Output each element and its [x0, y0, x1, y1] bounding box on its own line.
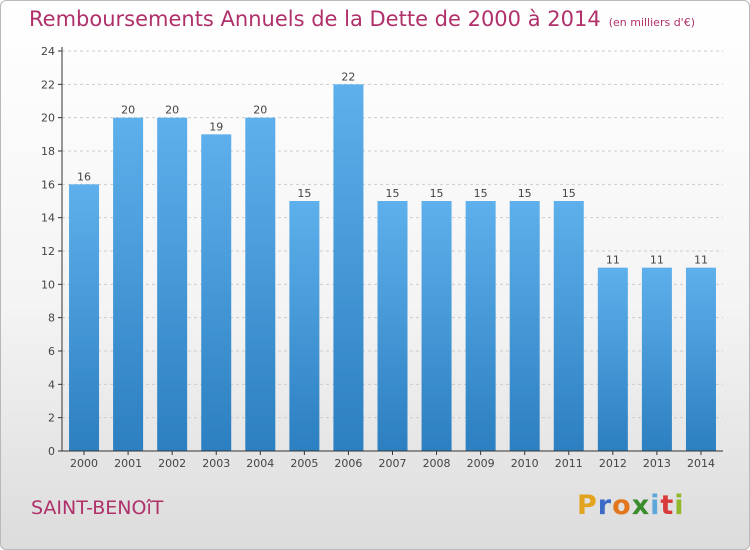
bar-2000 [69, 184, 100, 452]
logo-letter: P [577, 490, 598, 521]
x-tick-label: 2002 [158, 457, 186, 470]
y-tick-label: 2 [48, 412, 55, 425]
y-tick-label: 14 [41, 212, 55, 225]
data-label: 11 [606, 254, 620, 267]
bar-2007 [377, 201, 408, 451]
logo-letter: t [660, 490, 675, 521]
x-tick-label: 2000 [70, 457, 98, 470]
data-label: 15 [562, 187, 576, 200]
x-tick-label: 2012 [599, 457, 627, 470]
bar-2014 [685, 267, 716, 451]
logo-letter: r [597, 490, 613, 521]
y-tick-label: 18 [41, 145, 55, 158]
data-label: 11 [650, 254, 664, 267]
x-tick-label: 2003 [202, 457, 230, 470]
x-tick-label: 2006 [334, 457, 362, 470]
x-tick-label: 2001 [114, 457, 142, 470]
bar-2010 [509, 201, 540, 451]
data-label: 15 [474, 187, 488, 200]
y-tick-label: 6 [48, 345, 55, 358]
data-label: 15 [297, 187, 311, 200]
x-tick-label: 2007 [379, 457, 407, 470]
data-label: 15 [430, 187, 444, 200]
bar-2001 [113, 117, 144, 452]
data-label: 15 [386, 187, 400, 200]
bar-2002 [157, 117, 188, 452]
bar-2013 [641, 267, 672, 451]
y-tick-label: 0 [48, 445, 55, 458]
x-tick-label: 2013 [643, 457, 671, 470]
x-tick-label: 2005 [290, 457, 318, 470]
bar-2011 [553, 201, 584, 451]
data-label: 20 [121, 104, 135, 117]
x-tick-label: 2009 [467, 457, 495, 470]
bar-2006 [333, 84, 364, 451]
x-tick-label: 2014 [687, 457, 715, 470]
bar-2005 [289, 201, 320, 451]
x-tick-label: 2010 [511, 457, 539, 470]
data-label: 15 [518, 187, 532, 200]
logo-letter: o [612, 490, 632, 521]
bars [69, 84, 716, 452]
chart-title: Remboursements Annuels de la Dette de 20… [29, 7, 695, 31]
data-labels: 16 20 20 19 20 15 22 15 15 15 15 15 11 11 11 [77, 70, 708, 266]
y-tick-label: 24 [41, 45, 55, 58]
logo-letter: x [631, 490, 651, 521]
y-tick-label: 10 [41, 278, 55, 291]
data-label: 22 [341, 70, 355, 83]
y-tick-label: 4 [48, 378, 55, 391]
data-label: 20 [165, 104, 179, 117]
y-tick-label: 20 [41, 112, 55, 125]
bar-2009 [465, 201, 496, 451]
logo-letter: i [674, 490, 685, 521]
logo-letter: i [650, 490, 661, 521]
data-label: 11 [694, 254, 708, 267]
y-tick-label: 8 [48, 312, 55, 325]
x-tick-label: 2011 [555, 457, 583, 470]
data-label: 16 [77, 170, 91, 183]
proxiti-logo: Proxiti [577, 490, 685, 521]
x-tick-label: 2008 [423, 457, 451, 470]
city-name: SAINT-BENOîT [31, 497, 164, 519]
data-label: 19 [209, 120, 223, 133]
y-tick-label: 16 [41, 178, 55, 191]
bar-2012 [597, 267, 628, 451]
x-tick-label: 2004 [246, 457, 274, 470]
chart-unit-label: (en milliers d'€) [608, 16, 695, 29]
y-tick-label: 12 [41, 245, 55, 258]
bar-2004 [245, 117, 276, 452]
bar-2008 [421, 201, 452, 451]
chart-title-text: Remboursements Annuels de la Dette de 20… [29, 7, 601, 31]
y-tick-label: 22 [41, 78, 55, 91]
data-label: 20 [253, 104, 267, 117]
bar-2003 [201, 134, 232, 452]
